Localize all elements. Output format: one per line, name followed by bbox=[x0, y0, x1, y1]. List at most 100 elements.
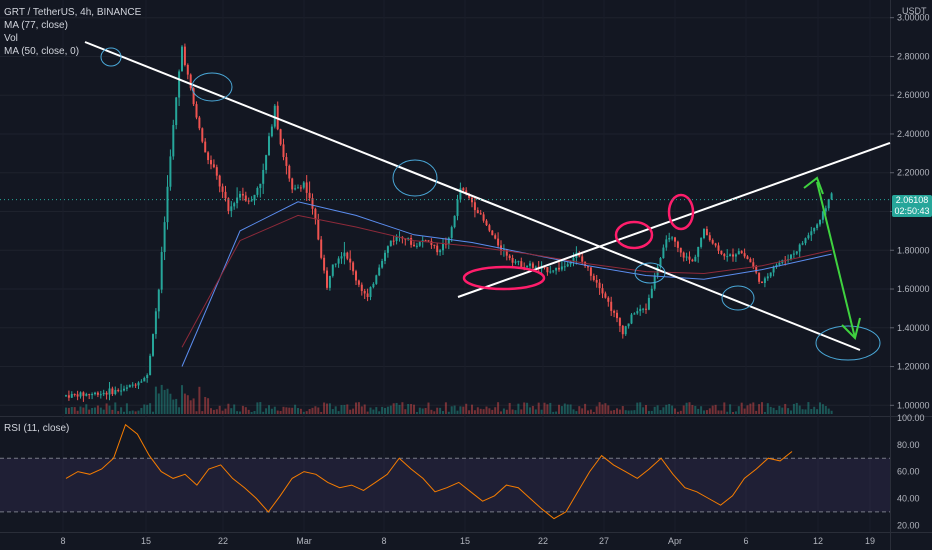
candle-body bbox=[384, 252, 386, 261]
volume-bar bbox=[549, 402, 552, 414]
ma50-label[interactable]: MA (50, close, 0) bbox=[4, 46, 80, 57]
volume-bar bbox=[88, 409, 91, 414]
candle-body bbox=[705, 229, 708, 236]
candle-body bbox=[314, 208, 317, 220]
candle-body bbox=[146, 375, 149, 379]
candle-body bbox=[369, 287, 372, 297]
volume-bar bbox=[102, 409, 105, 414]
volume-label[interactable]: Vol bbox=[4, 33, 18, 44]
candle-body bbox=[294, 188, 297, 190]
candle-body bbox=[714, 243, 717, 246]
candle-body bbox=[427, 240, 430, 242]
volume-bar bbox=[79, 406, 82, 414]
volume-bar bbox=[595, 406, 598, 414]
candle-body bbox=[819, 219, 821, 225]
candle-body bbox=[378, 267, 381, 276]
candle-body bbox=[769, 272, 772, 277]
volume-bar bbox=[65, 407, 67, 414]
candle-body bbox=[813, 228, 816, 232]
candle-body bbox=[703, 229, 705, 239]
candle-body bbox=[160, 251, 163, 290]
volume-bar bbox=[616, 408, 618, 414]
time-tick-label: 19 bbox=[865, 536, 875, 546]
volume-bar bbox=[195, 411, 198, 414]
chart-legend: GRT / TetherUS, 4h, BINANCE MA (77, clos… bbox=[4, 6, 141, 58]
candle-body bbox=[392, 240, 395, 242]
candle-body bbox=[645, 308, 647, 310]
volume-bar bbox=[265, 408, 268, 414]
candle-body bbox=[175, 97, 178, 126]
volume-bar bbox=[143, 404, 146, 414]
candle-body bbox=[604, 293, 607, 298]
volume-bar bbox=[526, 402, 529, 414]
volume-bar bbox=[189, 400, 192, 414]
price-tick-label: 2.60000 bbox=[897, 90, 930, 100]
candle-body bbox=[137, 382, 140, 386]
volume-bar bbox=[497, 402, 500, 414]
candle-body bbox=[241, 193, 244, 196]
rsi-tick-label: 80.00 bbox=[897, 440, 920, 450]
volume-bar bbox=[99, 407, 102, 414]
volume-bar bbox=[468, 410, 471, 414]
candle-body bbox=[462, 188, 465, 191]
volume-bar bbox=[270, 408, 273, 414]
candle-body bbox=[555, 267, 558, 271]
volume-bar bbox=[494, 407, 497, 414]
candle-body bbox=[494, 235, 497, 239]
volume-bar bbox=[291, 407, 294, 414]
volume-bar bbox=[357, 402, 360, 414]
symbol-title[interactable]: GRT / TetherUS, 4h, BINANCE bbox=[4, 7, 142, 18]
volume-bar bbox=[723, 402, 726, 414]
candle-body bbox=[723, 253, 726, 257]
candle-body bbox=[253, 194, 256, 201]
candle-body bbox=[186, 64, 189, 75]
candle-body bbox=[273, 105, 276, 127]
candle-body bbox=[297, 187, 299, 189]
candle-body bbox=[334, 263, 337, 265]
candle-body bbox=[152, 334, 154, 356]
ma77-label[interactable]: MA (77, close) bbox=[4, 20, 68, 31]
volume-bar bbox=[152, 411, 154, 414]
candle-body bbox=[639, 308, 642, 312]
volume-bar bbox=[639, 402, 642, 414]
volume-bar bbox=[308, 408, 311, 414]
candle-body bbox=[552, 270, 555, 272]
volume-bar bbox=[294, 404, 297, 414]
time-tick-label: 6 bbox=[743, 536, 748, 546]
candle-body bbox=[218, 175, 221, 187]
volume-bar bbox=[241, 405, 244, 414]
volume-bar bbox=[401, 402, 404, 414]
volume-bar bbox=[485, 406, 488, 414]
volume-bar bbox=[668, 404, 671, 414]
candle-body bbox=[732, 254, 734, 257]
candle-body bbox=[459, 188, 462, 200]
candle-body bbox=[633, 313, 636, 315]
volume-bar bbox=[378, 411, 381, 414]
candle-body bbox=[691, 259, 694, 262]
rsi-tick-label: 100.00 bbox=[897, 413, 925, 423]
volume-bar bbox=[326, 403, 328, 414]
rsi-label[interactable]: RSI (11, close) bbox=[4, 423, 70, 434]
volume-bar bbox=[311, 407, 314, 414]
volume-bar bbox=[734, 411, 737, 414]
volume-bar bbox=[273, 406, 276, 414]
volume-bar bbox=[671, 405, 674, 414]
candle-body bbox=[256, 188, 259, 195]
volume-bar bbox=[766, 403, 769, 414]
volume-bar bbox=[134, 411, 137, 414]
highlight-ellipse bbox=[721, 285, 755, 311]
candle-body bbox=[642, 308, 645, 310]
ascending-trendline bbox=[457, 142, 891, 298]
candle-body bbox=[746, 256, 749, 260]
candle-body bbox=[737, 251, 740, 255]
rsi-tick-label: 60.00 bbox=[897, 467, 920, 477]
volume-bar bbox=[137, 410, 140, 414]
volume-bar bbox=[491, 409, 494, 414]
volume-bar bbox=[169, 393, 172, 414]
candle-body bbox=[433, 244, 436, 246]
candle-body bbox=[343, 252, 346, 257]
volume-bar bbox=[555, 411, 558, 414]
volume-bar bbox=[685, 402, 688, 414]
candle-body bbox=[758, 272, 761, 282]
